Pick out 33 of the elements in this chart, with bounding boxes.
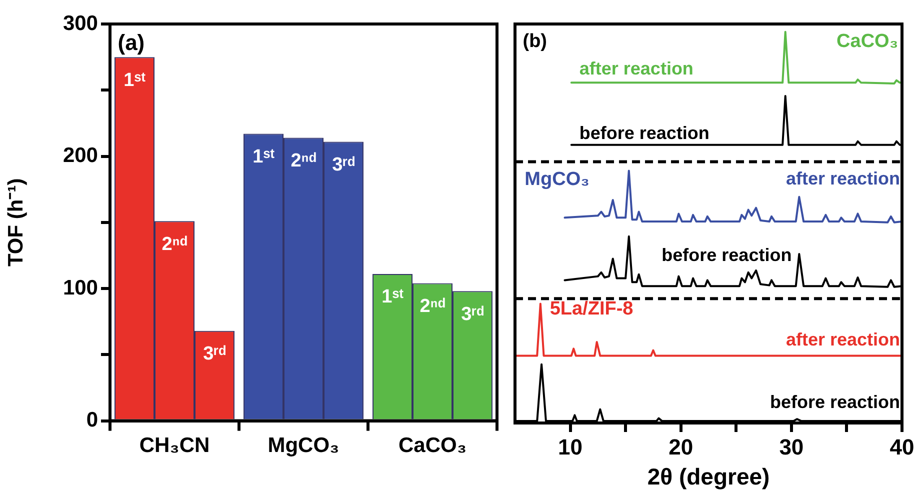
text: 1ˢᵗ xyxy=(382,286,404,308)
text: 2ⁿᵈ xyxy=(290,150,316,172)
x-axis-title: 2θ (degree) xyxy=(647,464,770,490)
series-label: before reaction xyxy=(770,392,900,412)
series-label: 2ⁿᵈ xyxy=(162,234,188,255)
text: 3ʳᵈ xyxy=(203,344,226,365)
series-label: 3ʳᵈ xyxy=(332,154,355,176)
x-tick-label: 20 xyxy=(668,434,694,460)
series-label: before reaction xyxy=(579,122,710,143)
x-tick-label: 30 xyxy=(779,434,804,460)
series-label: after reaction xyxy=(786,168,900,189)
y-tick-label: 100 xyxy=(62,276,98,300)
text: 2ⁿᵈ xyxy=(420,296,446,317)
series-label: after reaction xyxy=(786,330,900,350)
series-label: after reaction xyxy=(579,58,694,79)
annotation: MgCO₃ xyxy=(524,168,590,190)
x-tick-label: 40 xyxy=(890,434,914,460)
x-tick-label: MgCO₃ xyxy=(268,434,340,458)
series-label: before reaction xyxy=(662,245,792,266)
text: 3ʳᵈ xyxy=(461,304,484,325)
y-tick-label: 200 xyxy=(62,144,98,168)
annotation: CaCO₃ xyxy=(836,31,898,52)
annotation: (b) xyxy=(522,31,548,52)
x-tick-label: CH₃CN xyxy=(139,434,210,458)
annotation: (a) xyxy=(118,30,145,55)
y-tick-label: 300 xyxy=(62,12,98,35)
annotation: 5La/ZIF-8 xyxy=(550,298,634,320)
y-axis-title: TOF (h⁻¹) xyxy=(4,178,28,267)
y-tick-label: 0 xyxy=(86,408,98,432)
text: 1ˢᵗ xyxy=(252,146,274,168)
x-tick-label: 10 xyxy=(558,434,583,460)
x-tick-label: CaCO₃ xyxy=(398,434,467,458)
series-label: 1ˢᵗ xyxy=(124,70,146,91)
